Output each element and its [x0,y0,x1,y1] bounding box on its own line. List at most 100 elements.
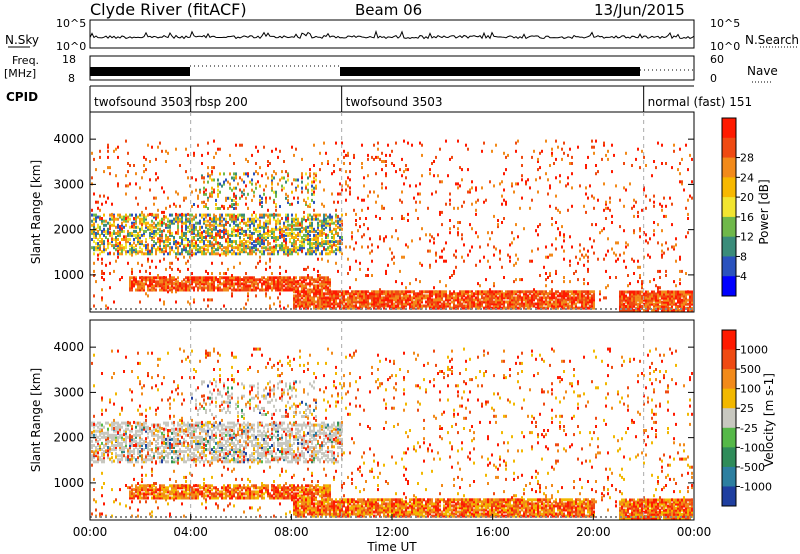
power-cell [283,280,285,284]
power-cell [185,196,187,200]
power-cell [267,233,269,237]
power-cell [441,296,443,300]
power-cell [109,221,111,225]
power-cell [149,249,151,253]
power-cell [351,235,353,239]
power-cell [131,244,133,248]
power-cell [259,250,261,254]
power-cell [329,294,331,298]
power-cell [647,253,649,257]
power-cell [329,280,331,284]
power-cell [211,235,213,239]
power-cell [151,229,153,233]
power-cell [175,190,177,194]
power-cell [255,252,257,256]
power-cell [223,172,225,176]
power-cell [185,219,187,223]
power-cell [371,249,373,253]
power-cell [393,164,395,167]
power-cell [665,241,667,245]
power-cell [305,172,307,176]
power-cell [297,248,299,252]
power-cell [545,290,547,294]
power-cell [311,217,313,221]
power-cell [169,229,171,233]
power-cell [273,231,275,235]
power-cell [129,248,131,252]
power-cell [297,227,299,231]
power-cell [325,240,327,244]
power-cell [147,288,149,292]
power-cell [211,250,213,254]
power-cell [507,296,509,300]
power-cell [181,215,183,219]
power-cell [543,302,545,306]
power-cell [177,267,179,271]
power-cell [381,186,383,190]
power-cell [151,145,153,149]
power-cell [657,223,659,227]
power-cell [171,261,173,265]
power-cell [671,294,673,298]
power-cell [391,294,393,298]
power-cell [143,213,145,217]
power-cell [275,172,277,176]
power-cell [217,233,219,237]
power-cell [187,229,189,233]
power-cell [281,276,283,280]
power-cell [401,282,403,286]
power-cell [281,248,283,252]
power-cell [363,290,365,294]
power-cell [313,172,315,176]
power-cell [469,249,471,253]
power-cell [449,198,451,202]
power-cell [199,227,201,231]
power-cell [203,252,205,256]
power-cell [443,247,445,251]
power-cell [137,284,139,288]
power-cell [637,210,639,214]
power-cell [349,265,351,269]
power-cell [393,304,395,308]
power-cell [475,186,477,190]
power-cell [517,235,519,239]
power-cell [397,237,399,241]
power-cell [407,296,409,300]
power-cell [439,212,441,216]
power-cell [521,296,523,300]
power-cell [167,229,169,233]
power-cell [375,200,377,204]
power-cell [457,182,459,186]
power-cell [581,302,583,306]
power-cell [147,286,149,290]
power-cell [423,296,425,300]
power-cell [553,302,555,306]
power-cell [469,304,471,308]
power-cell [243,282,245,286]
power-cell [681,302,683,306]
power-cell [439,290,441,294]
power-cell [505,300,507,304]
power-cell [277,278,279,282]
power-cell [593,296,595,300]
power-cell [611,143,613,147]
power-cell [467,298,469,302]
power-cell [411,239,413,243]
power-cell [539,292,541,296]
power-cell [365,300,367,304]
power-cell [363,300,365,304]
power-cell [299,290,301,294]
power-cell [549,304,551,308]
power-cell [255,186,257,190]
power-cell [497,219,499,222]
power-cell [573,300,575,304]
power-cell [571,245,573,249]
power-cell [99,208,101,212]
power-cell [295,300,297,304]
power-cell [151,219,153,223]
power-cell [295,147,297,151]
power-cell [429,265,431,269]
power-cell [275,236,277,239]
power-cell [209,286,211,290]
power-cell [111,237,113,241]
